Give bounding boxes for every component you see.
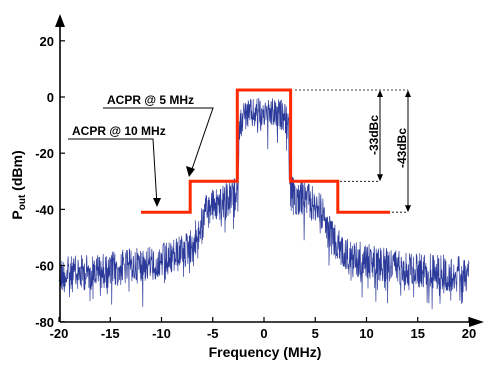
y-tick-label: -40 (35, 202, 54, 217)
x-tick-label: 0 (260, 326, 267, 341)
x-tick-label: -5 (207, 326, 219, 341)
acpr-mask-series (141, 88, 391, 214)
y-axis-label: Pout (dBm) (9, 150, 28, 219)
annotations (68, 89, 411, 213)
leader-acpr-10mhz (68, 138, 158, 206)
leader-acpr-5mhz (103, 107, 214, 173)
x-tick-label: 5 (312, 326, 319, 341)
y-axis-label-main: P (9, 210, 25, 219)
leader-acpr-5mhz-head (186, 166, 195, 177)
dim-minus43dbc-head-bottom (405, 205, 411, 213)
tick-labels: -20 -15 -10 -5 0 5 10 15 20 -80 -60 -40 -20 0 20 (35, 34, 476, 341)
y-tick-label: 0 (47, 90, 54, 105)
leader-acpr-10mhz-head (153, 198, 161, 207)
y-axis-arrow (55, 14, 65, 27)
x-tick-label: 20 (462, 326, 476, 341)
x-tick-label: 10 (359, 326, 373, 341)
x-tick-label: -10 (152, 326, 171, 341)
dim-minus33dbc-head-top (377, 89, 383, 97)
y-axis-label-tail: (dBm) (9, 150, 25, 194)
spectrum-trace (58, 98, 470, 310)
x-tick-label: 15 (411, 326, 425, 341)
x-axis-arrow (469, 317, 484, 327)
y-axis-label-sub: out (17, 194, 28, 210)
dim-minus33dbc-head-bottom (377, 174, 383, 182)
axes (55, 14, 484, 327)
x-axis-label: Frequency (MHz) (209, 344, 322, 360)
y-tick-label: -80 (35, 315, 54, 330)
dim-minus43dbc-head-top (405, 89, 411, 97)
y-tick-label: 20 (40, 34, 54, 49)
acpr-mask-line (141, 88, 391, 214)
y-tick-label: -60 (35, 259, 54, 274)
annotation-minus43dbc: -43dBc (395, 128, 409, 168)
y-tick-label: -20 (35, 146, 54, 161)
x-tick-label: -15 (101, 326, 120, 341)
annotation-acpr-5mhz: ACPR @ 5 MHz (107, 93, 194, 107)
spectrum-trace-line (58, 98, 470, 310)
annotation-acpr-10mhz: ACPR @ 10 MHz (72, 124, 166, 138)
annotation-minus33dbc: -33dBc (367, 115, 381, 155)
x-tick-label: -20 (50, 326, 69, 341)
